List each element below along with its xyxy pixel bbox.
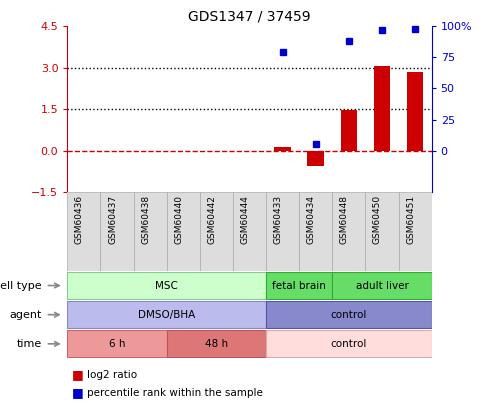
Text: cell type: cell type <box>0 281 42 290</box>
Text: DMSO/BHA: DMSO/BHA <box>138 310 195 320</box>
Bar <box>266 272 332 299</box>
Title: GDS1347 / 37459: GDS1347 / 37459 <box>188 10 311 24</box>
Bar <box>266 192 299 271</box>
Text: adult liver: adult liver <box>355 281 408 290</box>
Bar <box>233 192 266 271</box>
Bar <box>332 192 365 271</box>
Text: percentile rank within the sample: percentile rank within the sample <box>87 388 263 398</box>
Bar <box>167 192 200 271</box>
Text: MSC: MSC <box>155 281 178 290</box>
Bar <box>374 66 390 151</box>
Bar <box>134 192 167 271</box>
Bar <box>266 330 432 357</box>
Bar <box>407 72 423 151</box>
Text: agent: agent <box>9 310 42 320</box>
Text: control: control <box>331 310 367 320</box>
Bar <box>299 192 332 271</box>
Bar <box>307 151 324 166</box>
Bar <box>340 110 357 151</box>
Text: GSM60437: GSM60437 <box>108 195 117 244</box>
Bar <box>167 330 266 357</box>
Text: GSM60438: GSM60438 <box>141 195 150 244</box>
Bar <box>266 301 432 328</box>
Bar <box>67 301 266 328</box>
Bar <box>67 330 167 357</box>
Bar <box>274 147 291 151</box>
Bar <box>332 272 432 299</box>
Bar <box>100 192 134 271</box>
Text: control: control <box>331 339 367 349</box>
Text: GSM60444: GSM60444 <box>241 195 250 244</box>
Text: GSM60436: GSM60436 <box>75 195 84 244</box>
Text: GSM60450: GSM60450 <box>373 195 382 244</box>
Text: 48 h: 48 h <box>205 339 228 349</box>
Text: GSM60433: GSM60433 <box>273 195 282 244</box>
Text: GSM60440: GSM60440 <box>174 195 183 244</box>
Text: ■: ■ <box>72 386 84 399</box>
Text: GSM60448: GSM60448 <box>340 195 349 244</box>
Text: log2 ratio: log2 ratio <box>87 370 137 379</box>
Bar <box>67 272 266 299</box>
Text: GSM60434: GSM60434 <box>307 195 316 244</box>
Text: time: time <box>16 339 42 349</box>
Text: fetal brain: fetal brain <box>272 281 326 290</box>
Bar <box>365 192 399 271</box>
Bar <box>200 192 233 271</box>
Bar <box>67 192 100 271</box>
Bar <box>399 192 432 271</box>
Text: 6 h: 6 h <box>109 339 125 349</box>
Text: ■: ■ <box>72 368 84 381</box>
Text: GSM60451: GSM60451 <box>406 195 415 244</box>
Text: GSM60442: GSM60442 <box>208 195 217 244</box>
